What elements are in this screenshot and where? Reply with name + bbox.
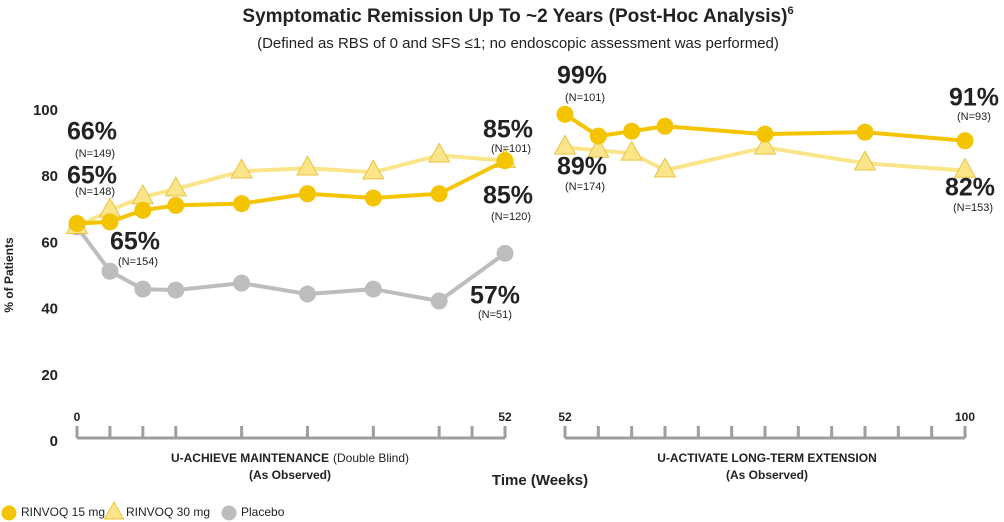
marker	[956, 132, 974, 150]
data-label-n: (N=101)	[565, 92, 605, 104]
data-label: 65%	[67, 162, 117, 190]
y-tick-label: 0	[50, 433, 58, 450]
marker	[167, 196, 185, 214]
marker	[362, 159, 385, 180]
panel-label-note: (Double Blind)	[333, 451, 409, 465]
data-label-n: (N=51)	[478, 309, 512, 321]
marker	[656, 117, 674, 135]
marker	[496, 244, 514, 262]
marker	[430, 292, 448, 310]
chart-title: Symptomatic Remission Up To ~2 Years (Po…	[242, 5, 793, 27]
data-label-n: (N=101)	[491, 143, 531, 155]
marker	[623, 122, 641, 140]
marker	[620, 140, 643, 161]
data-label-n: (N=154)	[118, 256, 158, 268]
legend-label: Placebo	[241, 505, 285, 519]
data-label: 57%	[470, 282, 520, 310]
marker	[953, 157, 977, 178]
data-label: 85%	[483, 116, 533, 144]
legend-swatch	[221, 505, 237, 521]
marker	[101, 262, 119, 280]
panel-sublabel: (As Observed)	[249, 468, 331, 482]
y-tick-label: 60	[41, 234, 58, 251]
marker	[427, 142, 451, 163]
marker	[68, 215, 86, 233]
panel-sublabel: (As Observed)	[726, 468, 808, 482]
data-label-n: (N=93)	[957, 111, 991, 123]
panel-label: U-ACHIEVE MAINTENANCE (Double Blind)	[171, 451, 409, 465]
y-tick-label: 80	[41, 168, 58, 185]
panel-label: U-ACTIVATE LONG-TERM EXTENSION	[657, 451, 877, 465]
y-tick-label: 40	[41, 301, 58, 318]
marker	[298, 285, 316, 303]
marker	[756, 125, 774, 143]
marker	[233, 195, 251, 213]
marker	[167, 281, 185, 299]
marker	[553, 134, 577, 155]
legend-label: RINVOQ 30 mg	[126, 505, 210, 519]
legend-swatch	[1, 505, 17, 521]
marker	[589, 127, 607, 145]
x-tick-label: 0	[74, 410, 81, 424]
marker	[430, 185, 448, 203]
marker	[134, 280, 152, 298]
data-label-n: (N=153)	[953, 202, 993, 214]
data-label: 66%	[67, 118, 117, 146]
title-text: Symptomatic Remission Up To ~2 Years (Po…	[242, 6, 787, 27]
x-tick-label: 52	[498, 410, 512, 424]
marker	[496, 152, 514, 170]
marker	[134, 201, 152, 219]
data-label: 99%	[557, 62, 607, 90]
marker	[101, 213, 119, 231]
x-tick-label: 52	[558, 410, 572, 424]
marker	[653, 157, 677, 178]
marker	[556, 105, 574, 123]
data-label: 82%	[945, 174, 995, 202]
marker	[230, 158, 253, 179]
data-label: 85%	[483, 182, 533, 210]
data-label: 89%	[557, 153, 607, 181]
marker	[853, 150, 877, 171]
data-label: 91%	[949, 84, 999, 112]
data-label: 65%	[110, 228, 160, 256]
panel-label-main: U-ACHIEVE MAINTENANCE	[171, 451, 329, 465]
marker	[364, 189, 382, 207]
marker	[164, 176, 188, 197]
marker	[298, 185, 316, 203]
legend-label: RINVOQ 15 mg	[21, 505, 105, 519]
marker	[753, 134, 777, 155]
marker	[364, 280, 382, 298]
data-label-n: (N=148)	[75, 186, 115, 198]
title-footnote: 6	[787, 5, 793, 17]
marker	[587, 137, 610, 158]
y-tick-label: 20	[41, 367, 58, 384]
marker	[296, 155, 319, 176]
marker	[233, 274, 251, 292]
data-label-n: (N=120)	[491, 211, 531, 223]
x-axis-label: Time (Weeks)	[492, 472, 588, 489]
panel-label-main: U-ACTIVATE LONG-TERM EXTENSION	[657, 451, 877, 465]
chart-subtitle: (Defined as RBS of 0 and SFS ≤1; no endo…	[257, 35, 779, 52]
x-tick-label: 100	[955, 410, 975, 424]
legend-swatch	[103, 500, 125, 520]
data-label-n: (N=174)	[565, 181, 605, 193]
y-axis-label: % of Patients	[2, 237, 16, 313]
data-label-n: (N=149)	[75, 148, 115, 160]
marker	[856, 123, 874, 141]
y-tick-label: 100	[33, 102, 58, 119]
